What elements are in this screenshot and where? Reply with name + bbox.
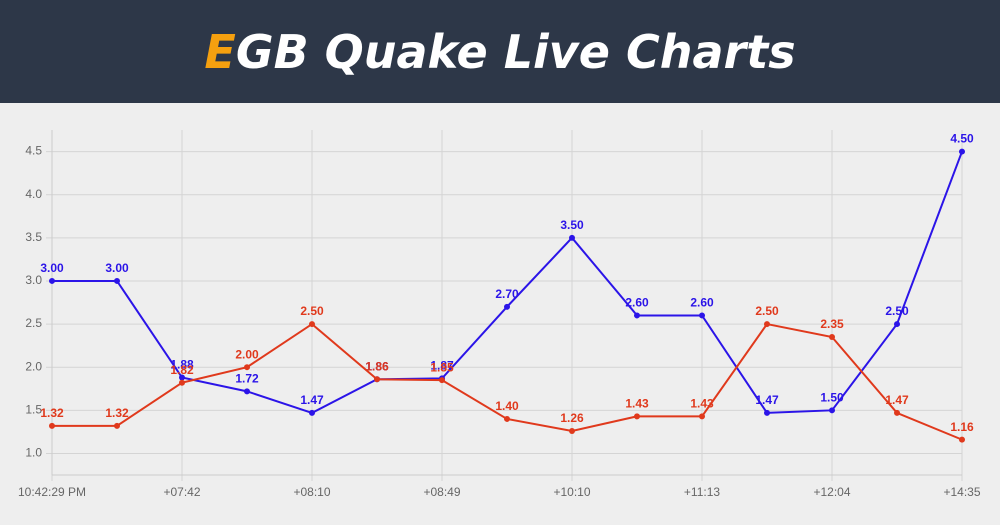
data-point	[959, 436, 965, 443]
data-label: 2.50	[755, 304, 779, 318]
x-tick-label: +14:35	[943, 485, 980, 499]
data-point	[569, 234, 575, 241]
data-point	[49, 277, 55, 284]
x-tick-label: 10:42:29 PM	[18, 485, 86, 499]
data-label: 2.00	[235, 347, 259, 361]
data-label: 2.60	[625, 296, 649, 310]
data-point	[894, 321, 900, 328]
data-label: 1.86	[365, 359, 389, 373]
data-point	[114, 422, 120, 429]
data-point	[699, 312, 705, 319]
x-tick-label: +07:42	[163, 485, 200, 499]
x-tick-label: +08:49	[423, 485, 460, 499]
data-point	[699, 413, 705, 420]
title-accent: E	[204, 24, 236, 79]
data-point	[764, 321, 770, 328]
data-label: 1.16	[950, 420, 974, 434]
data-point	[374, 376, 380, 383]
x-tick-label: +11:13	[684, 485, 720, 499]
data-label: 1.72	[235, 372, 259, 386]
data-label: 1.43	[690, 397, 714, 411]
data-point	[309, 409, 315, 416]
data-label: 1.86	[365, 359, 389, 373]
chart: 1.0 1.5 2.0 2.5 3.0 3.5 4.0 4.5 10:42:29 PM +07:4…	[18, 130, 981, 499]
x-tick-label: +12:04	[813, 485, 850, 499]
data-label: 4.50	[950, 132, 974, 146]
y-tick-label: 4.5	[25, 144, 42, 158]
y-tick-label: 1.0	[25, 446, 42, 460]
data-point	[569, 428, 575, 435]
data-label: 1.47	[885, 393, 909, 407]
y-tick-label: 4.0	[25, 187, 42, 201]
x-tick-label: +08:10	[293, 485, 330, 499]
data-label: 1.88	[170, 358, 194, 372]
data-point	[504, 415, 510, 422]
data-point	[504, 303, 510, 310]
data-point	[244, 364, 250, 371]
data-point	[439, 377, 445, 384]
title: EGB Quake Live Charts	[204, 25, 795, 79]
data-label: 1.32	[40, 406, 64, 420]
data-label: 2.70	[495, 287, 519, 301]
data-point	[244, 388, 250, 395]
data-label: 1.47	[755, 393, 779, 407]
x-tick-label: +10:10	[553, 485, 590, 499]
header: EGB Quake Live Charts	[0, 0, 1000, 103]
data-point	[829, 407, 835, 414]
data-point	[764, 409, 770, 416]
y-tick-label: 1.5	[25, 402, 42, 416]
data-point	[829, 334, 835, 340]
data-point	[309, 321, 315, 328]
data-label: 2.35	[820, 317, 844, 331]
data-label: 1.50	[820, 390, 844, 404]
data-label: 2.60	[690, 296, 714, 310]
data-label: 3.00	[105, 261, 129, 275]
data-point	[179, 379, 185, 386]
data-label: 3.00	[40, 261, 64, 275]
data-label: 1.47	[300, 393, 324, 407]
data-point	[959, 148, 965, 155]
data-label: 3.50	[560, 218, 584, 232]
data-label: 1.32	[105, 406, 129, 420]
data-label: 1.87	[430, 359, 454, 373]
data-label: 2.50	[885, 304, 909, 318]
data-label: 2.50	[300, 304, 324, 318]
data-label: 1.82	[170, 363, 194, 377]
data-point	[179, 374, 185, 381]
data-point	[634, 312, 640, 319]
data-label: 1.85	[430, 360, 454, 374]
title-rest: GB Quake Live Charts	[235, 24, 796, 79]
y-tick-label: 3.5	[25, 230, 42, 244]
data-point	[49, 422, 55, 429]
y-tick-label: 3.0	[25, 273, 42, 287]
series-line	[52, 322, 963, 441]
data-point	[634, 413, 640, 420]
y-tick-label: 2.5	[25, 316, 42, 330]
data-label: 1.40	[495, 399, 519, 413]
y-tick-label: 2.0	[25, 359, 42, 373]
data-label: 1.43	[625, 397, 649, 411]
data-point	[114, 277, 120, 284]
data-label: 1.26	[560, 411, 584, 425]
data-point	[894, 409, 900, 416]
